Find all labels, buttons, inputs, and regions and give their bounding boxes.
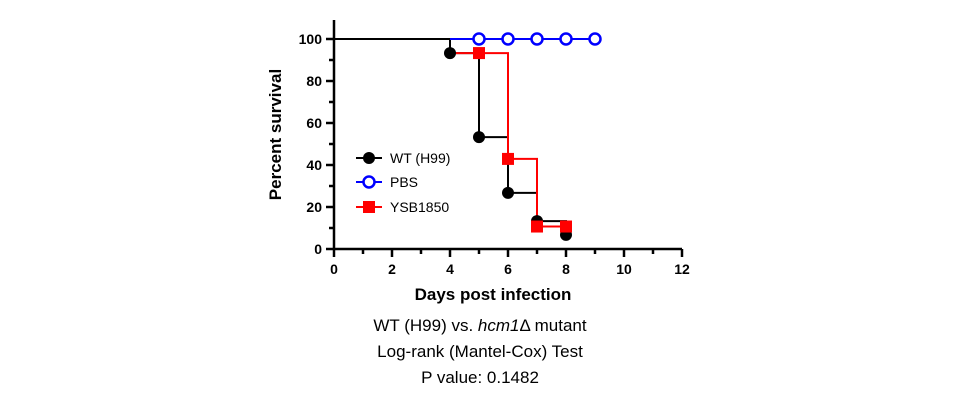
caption-comparison-prefix: WT (H99) vs. [373, 316, 478, 335]
x-tick-label: 8 [562, 261, 570, 277]
legend: WT (H99) PBS YSB1850 [356, 150, 450, 215]
y-axis-title: Percent survival [266, 69, 285, 200]
caption-test-name: Log-rank (Mantel-Cox) Test [377, 342, 583, 361]
legend-marker-pbs [362, 175, 376, 189]
data-point-ysb1850 [502, 152, 514, 165]
caption-line-1: WT (H99) vs. hcm1Δ mutant [0, 315, 960, 337]
legend-marker-wt-h99 [363, 152, 375, 164]
caption-delta-symbol: Δ [519, 316, 530, 335]
data-point-wt-h99 [444, 47, 456, 60]
data-point-pbs [588, 32, 602, 46]
x-tick-label: 2 [388, 261, 396, 277]
x-tick-label: 10 [616, 261, 632, 277]
x-tick-label: 6 [504, 261, 512, 277]
y-tick-label: 100 [299, 31, 323, 47]
caption-p-value: P value: 0.1482 [421, 368, 539, 387]
y-tick-label: 60 [306, 115, 322, 131]
y-tick-label: 80 [306, 73, 322, 89]
data-point-pbs [530, 32, 544, 46]
survival-chart: 0 2 4 6 8 10 12 0 20 40 60 80 100 Days post infection… [266, 20, 690, 304]
data-point-wt-h99 [473, 131, 485, 144]
x-tick-label: 0 [330, 261, 338, 277]
y-tick-label: 0 [314, 241, 322, 257]
data-point-ysb1850 [560, 220, 572, 233]
data-point-pbs [559, 32, 573, 46]
data-point-pbs [501, 32, 515, 46]
caption-gene-name: hcm1 [477, 316, 520, 335]
legend-label-pbs: PBS [390, 174, 418, 190]
caption-comparison-suffix: mutant [529, 316, 587, 335]
data-point-wt-h99 [502, 186, 514, 199]
legend-label-wt-h99: WT (H99) [390, 150, 450, 166]
data-point-pbs [472, 32, 486, 46]
series-line-ysb1850 [450, 52, 568, 228]
x-tick-label: 4 [446, 261, 454, 277]
data-point-ysb1850 [531, 220, 543, 233]
y-tick-label: 20 [306, 199, 322, 215]
x-tick-label: 12 [674, 261, 690, 277]
x-axis-title: Days post infection [415, 285, 572, 304]
y-tick-label: 40 [306, 157, 322, 173]
series-layer [334, 32, 602, 241]
axes: 0 2 4 6 8 10 12 0 20 40 60 80 100 Days post infection… [266, 20, 690, 304]
legend-marker-ysb1850 [363, 201, 375, 213]
data-point-ysb1850 [473, 47, 485, 60]
legend-label-ysb1850: YSB1850 [390, 199, 449, 215]
